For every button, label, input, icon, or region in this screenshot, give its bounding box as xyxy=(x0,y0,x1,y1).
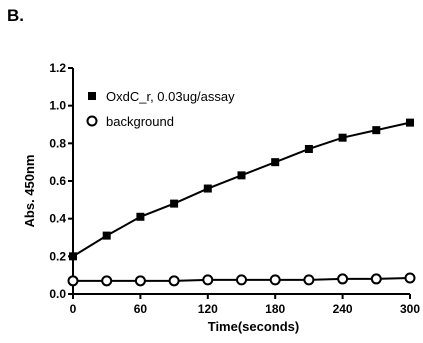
data-point xyxy=(236,274,247,286)
y-tick-label: 0.8 xyxy=(49,136,66,150)
data-point xyxy=(203,184,212,193)
x-ticks: 0 60 120 180 240 300 xyxy=(70,294,420,316)
data-point xyxy=(304,144,313,153)
data-point xyxy=(337,273,349,285)
series-1 xyxy=(69,118,414,261)
legend-item: background xyxy=(86,114,174,129)
x-axis-title: Time(seconds) xyxy=(208,319,300,334)
data-point xyxy=(170,199,179,208)
y-axis-title: Abs. 450nm xyxy=(22,155,37,228)
legend-item: OxdC_r, 0.03ug/assay xyxy=(88,89,235,104)
data-point xyxy=(134,275,146,287)
series-line xyxy=(72,121,411,258)
y-ticks: 0.0 0.2 0.4 0.6 0.8 1.0 1.2 xyxy=(49,61,73,301)
data-point xyxy=(136,212,145,221)
y-tick-label: 0.4 xyxy=(49,212,66,226)
data-point xyxy=(406,118,414,127)
legend-marker xyxy=(86,115,98,127)
x-tick-label: 180 xyxy=(265,302,285,316)
x-tick-label: 300 xyxy=(400,302,420,316)
data-point xyxy=(102,231,111,240)
y-tick-label: 0.6 xyxy=(49,174,66,188)
x-tick-label: 240 xyxy=(333,302,353,316)
legend-label: background xyxy=(106,114,174,129)
data-point xyxy=(303,274,315,286)
x-tick-label: 60 xyxy=(134,302,148,316)
y-tick-label: 0.0 xyxy=(49,287,66,301)
y-tick-label: 1.2 xyxy=(49,61,66,75)
data-point xyxy=(67,275,79,287)
data-point xyxy=(338,133,347,142)
y-tick-label: 1.0 xyxy=(49,99,66,113)
data-point xyxy=(69,252,77,261)
data-point xyxy=(370,273,382,285)
data-point xyxy=(202,274,214,286)
data-point xyxy=(269,274,281,286)
x-tick-label: 120 xyxy=(198,302,218,316)
series-2 xyxy=(67,272,416,287)
data-point xyxy=(101,275,113,287)
data-point xyxy=(372,126,381,135)
y-tick-label: 0.2 xyxy=(49,249,66,263)
panel-label: B. xyxy=(7,6,24,25)
legend-marker xyxy=(88,92,96,100)
data-point xyxy=(237,171,246,180)
x-tick-label: 0 xyxy=(70,302,77,316)
legend-label: OxdC_r, 0.03ug/assay xyxy=(106,89,235,104)
series-layer xyxy=(67,118,416,287)
data-point xyxy=(404,272,416,284)
data-point xyxy=(271,158,280,167)
legend: OxdC_r, 0.03ug/assay background xyxy=(86,89,235,129)
data-point xyxy=(168,275,180,287)
